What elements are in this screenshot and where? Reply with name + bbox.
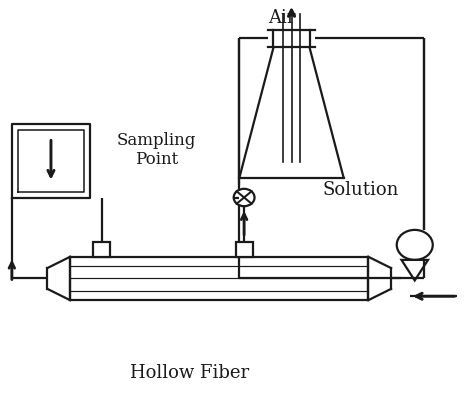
Text: Sampling: Sampling [117,132,196,149]
Text: Hollow Fiber: Hollow Fiber [130,364,249,382]
Text: Solution: Solution [322,181,399,199]
FancyBboxPatch shape [93,242,110,257]
FancyBboxPatch shape [236,242,253,257]
Text: Air: Air [268,9,296,27]
FancyBboxPatch shape [70,257,368,300]
Text: Point: Point [135,151,178,169]
